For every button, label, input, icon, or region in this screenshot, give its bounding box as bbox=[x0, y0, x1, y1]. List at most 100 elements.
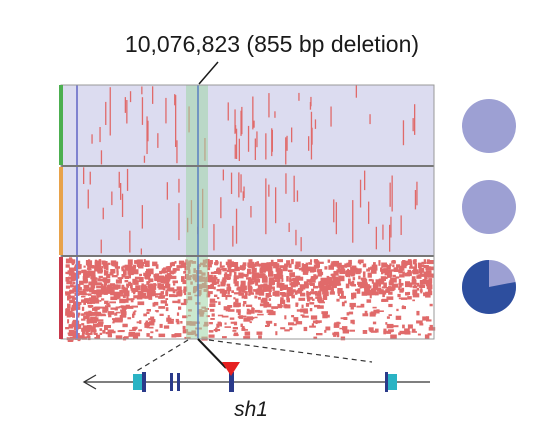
variant-mark bbox=[320, 271, 324, 276]
variant-mark bbox=[173, 283, 176, 286]
variant-mark bbox=[385, 289, 391, 293]
variant-mark bbox=[422, 316, 427, 321]
variant-mark bbox=[152, 86, 154, 104]
variant-mark bbox=[260, 299, 264, 303]
variant-mark bbox=[134, 310, 137, 313]
variant-mark bbox=[83, 315, 90, 319]
variant-mark bbox=[124, 290, 130, 297]
variant-mark bbox=[284, 263, 288, 267]
variant-mark bbox=[370, 266, 375, 269]
variant-mark bbox=[382, 224, 384, 240]
deletion-marker-icon bbox=[222, 362, 240, 376]
variant-mark bbox=[428, 327, 436, 331]
variant-mark bbox=[412, 279, 416, 281]
variant-mark bbox=[95, 260, 102, 267]
variant-mark bbox=[87, 270, 91, 275]
variant-mark bbox=[314, 304, 320, 308]
variant-mark bbox=[137, 290, 144, 296]
variant-mark bbox=[395, 276, 400, 279]
variant-mark bbox=[65, 308, 70, 312]
variant-mark bbox=[257, 313, 264, 316]
frequency-pies bbox=[461, 99, 516, 314]
variant-mark bbox=[271, 306, 278, 309]
variant-mark bbox=[126, 285, 130, 288]
variant-mark bbox=[225, 261, 231, 266]
variant-mark bbox=[328, 276, 332, 283]
variant-mark bbox=[317, 305, 324, 309]
variant-mark bbox=[160, 300, 167, 304]
variant-mark bbox=[280, 299, 286, 304]
variant-mark bbox=[94, 259, 98, 264]
variant-mark bbox=[388, 314, 392, 316]
variant-mark bbox=[176, 286, 182, 291]
variant-mark bbox=[348, 311, 354, 315]
variant-mark bbox=[103, 269, 106, 276]
variant-mark bbox=[339, 268, 346, 275]
variant-mark bbox=[380, 269, 383, 272]
variant-mark bbox=[272, 288, 275, 291]
variant-mark bbox=[268, 292, 271, 296]
variant-mark bbox=[398, 269, 403, 274]
variant-mark bbox=[154, 293, 161, 296]
variant-mark bbox=[96, 334, 101, 339]
variant-mark bbox=[159, 313, 164, 316]
variant-mark bbox=[349, 302, 356, 308]
variant-mark bbox=[265, 295, 272, 297]
variant-mark bbox=[275, 187, 277, 224]
variant-mark bbox=[148, 292, 152, 296]
variant-mark bbox=[362, 263, 367, 268]
variant-mark bbox=[289, 272, 293, 276]
variant-mark bbox=[138, 329, 142, 332]
variant-mark bbox=[90, 298, 95, 303]
variant-mark bbox=[235, 128, 238, 159]
variant-mark bbox=[164, 274, 168, 278]
variant-mark bbox=[238, 172, 240, 198]
variant-mark bbox=[311, 127, 313, 145]
variant-mark bbox=[141, 97, 144, 125]
variant-mark bbox=[309, 325, 316, 328]
variant-mark bbox=[209, 303, 214, 307]
variant-mark bbox=[379, 278, 385, 285]
variant-mark bbox=[247, 262, 251, 268]
variant-mark bbox=[136, 295, 143, 300]
variant-mark bbox=[419, 273, 425, 276]
variant-mark bbox=[366, 299, 372, 303]
variant-mark bbox=[87, 272, 90, 278]
variant-mark bbox=[102, 207, 104, 220]
variant-mark bbox=[260, 267, 266, 273]
variant-mark bbox=[140, 289, 144, 295]
variant-mark bbox=[124, 275, 130, 279]
variant-mark bbox=[352, 277, 356, 281]
variant-mark bbox=[336, 262, 342, 268]
variant-mark bbox=[238, 289, 242, 296]
variant-mark bbox=[390, 277, 393, 282]
variant-mark bbox=[109, 87, 111, 136]
variant-mark bbox=[417, 333, 421, 336]
variant-mark bbox=[206, 291, 213, 295]
variant-mark bbox=[228, 309, 235, 312]
variant-mark bbox=[367, 287, 370, 294]
variant-mark bbox=[165, 291, 169, 297]
variant-mark bbox=[283, 285, 286, 289]
exon bbox=[385, 372, 388, 392]
variant-mark bbox=[240, 287, 246, 292]
variant-mark bbox=[126, 283, 129, 287]
variant-mark bbox=[175, 320, 179, 323]
variant-mark bbox=[293, 317, 299, 322]
variant-mark bbox=[342, 326, 348, 331]
variant-mark bbox=[279, 265, 285, 269]
variant-mark bbox=[309, 282, 313, 286]
variant-mark bbox=[311, 298, 315, 301]
variant-mark bbox=[98, 275, 103, 279]
variant-mark bbox=[90, 283, 95, 289]
variant-mark bbox=[115, 284, 121, 289]
variant-mark bbox=[423, 293, 430, 297]
variant-mark bbox=[87, 302, 92, 305]
variant-mark bbox=[273, 291, 277, 294]
deletion-highlight-band bbox=[186, 85, 208, 339]
variant-mark bbox=[141, 86, 143, 95]
variant-mark bbox=[87, 305, 94, 308]
variant-mark bbox=[182, 329, 189, 334]
variant-mark bbox=[208, 330, 214, 333]
variant-mark bbox=[71, 262, 74, 266]
